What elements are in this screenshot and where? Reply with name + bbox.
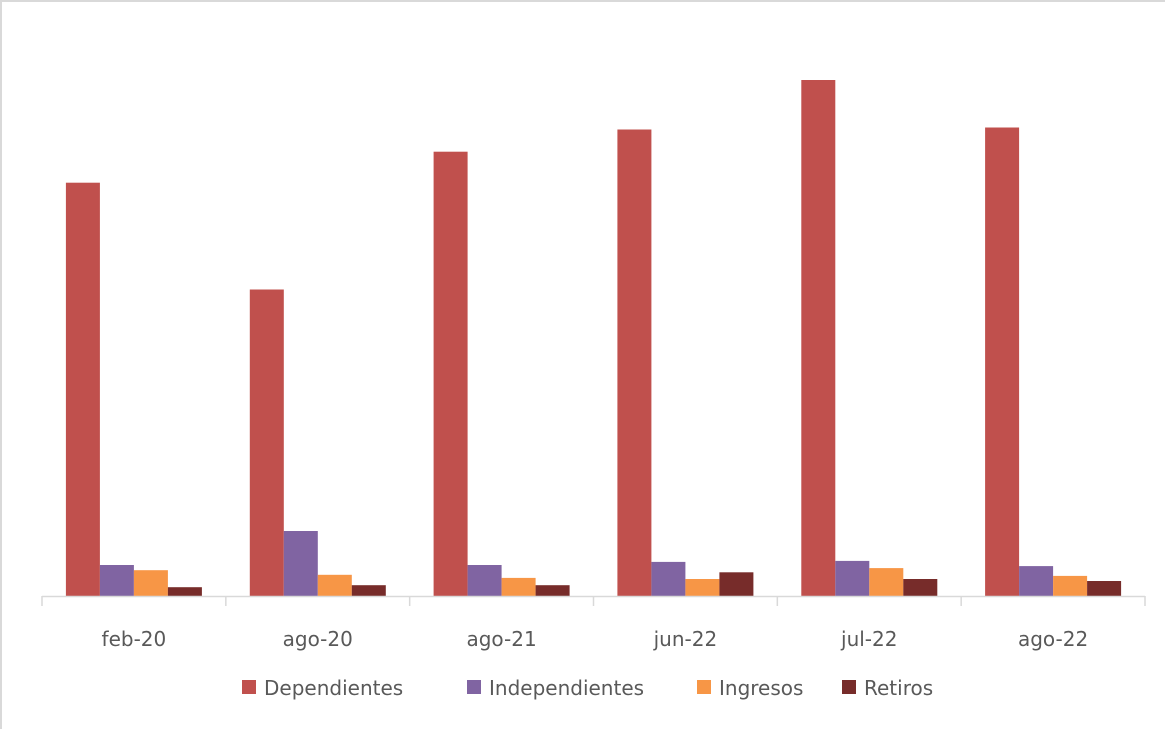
- bar-ingresos-feb-20: [133, 570, 168, 596]
- x-tick-label-jun-22: jun-22: [653, 627, 718, 651]
- legend-item-retiros[interactable]: Retiros: [842, 676, 933, 700]
- legend-swatch-independientes: [467, 680, 481, 694]
- legend-swatch-dependientes: [242, 680, 256, 694]
- legend-label-ingresos: Ingresos: [719, 676, 803, 700]
- bar-dependientes-ago-21: [433, 151, 468, 596]
- x-tick-label-feb-20: feb-20: [102, 627, 167, 651]
- bar-retiros-feb-20: [167, 587, 202, 596]
- bar-independientes-feb-20: [99, 565, 134, 596]
- bar-ingresos-jul-22: [869, 568, 904, 596]
- legend-label-dependientes: Dependientes: [264, 676, 403, 700]
- bar-retiros-jun-22: [719, 572, 754, 596]
- x-axis: [41, 595, 1146, 606]
- bar-ingresos-ago-20: [317, 574, 352, 596]
- bar-dependientes-ago-22: [985, 127, 1020, 596]
- legend-label-retiros: Retiros: [864, 676, 933, 700]
- bar-dependientes-ago-20: [249, 289, 284, 596]
- bar-independientes-ago-21: [467, 565, 502, 596]
- x-tick-label-jul-22: jul-22: [840, 627, 897, 651]
- bar-independientes-ago-20: [283, 531, 318, 596]
- bar-independientes-jul-22: [835, 560, 870, 596]
- bar-dependientes-jun-22: [617, 129, 652, 596]
- bar-dependientes-feb-20: [65, 182, 100, 596]
- legend-swatch-ingresos: [697, 680, 711, 694]
- x-tick-label-ago-22: ago-22: [1018, 627, 1088, 651]
- legend-swatch-retiros: [842, 680, 856, 694]
- legend-label-independientes: Independientes: [489, 676, 644, 700]
- bar-retiros-ago-21: [535, 585, 570, 596]
- x-tick-label-ago-21: ago-21: [466, 627, 536, 651]
- bar-independientes-ago-22: [1019, 566, 1054, 596]
- bar-independientes-jun-22: [651, 561, 686, 596]
- legend-item-ingresos[interactable]: Ingresos: [697, 676, 803, 700]
- legend-item-dependientes[interactable]: Dependientes: [242, 676, 403, 700]
- x-tick-labels: feb-20 ago-20 ago-21 jun-22 jul-22 ago-22: [102, 627, 1089, 651]
- bar-retiros-ago-22: [1087, 581, 1122, 596]
- bars-group: [65, 80, 1122, 596]
- legend-item-independientes[interactable]: Independientes: [467, 676, 644, 700]
- bar-retiros-jul-22: [903, 579, 938, 596]
- bar-retiros-ago-20: [351, 585, 386, 596]
- bar-ingresos-jun-22: [685, 579, 720, 596]
- bar-ingresos-ago-22: [1053, 575, 1088, 596]
- x-tick-label-ago-20: ago-20: [283, 627, 353, 651]
- bar-ingresos-ago-21: [501, 577, 536, 596]
- bar-dependientes-jul-22: [801, 80, 836, 596]
- legend[interactable]: Dependientes Independientes Ingresos Retiro…: [242, 676, 933, 700]
